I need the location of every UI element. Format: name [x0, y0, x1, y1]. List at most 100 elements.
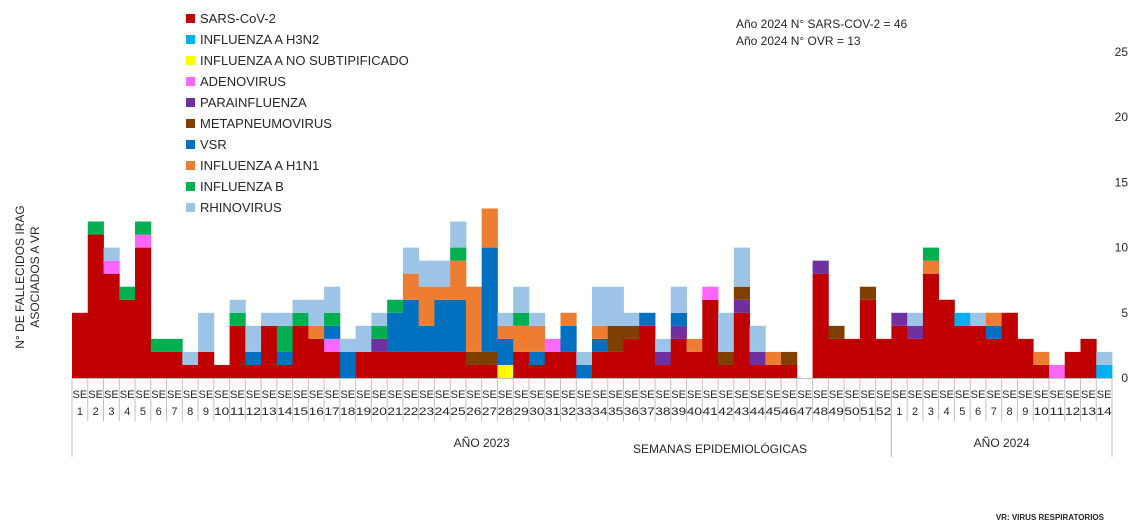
bar-segment-influenza-a-h1n1 [765, 351, 782, 365]
x-tick-prefix: SE [514, 389, 529, 401]
bar-segment-metapneumovirus [828, 325, 845, 339]
x-tick-prefix: SE [293, 389, 308, 401]
bar-segment-influenza-b [276, 325, 294, 352]
x-tick-prefix: SE [356, 389, 371, 401]
x-tick-label: 2 [912, 406, 918, 418]
x-tick-label: 15 [293, 406, 308, 418]
x-tick-label: 6 [156, 406, 162, 418]
x-tick-label: 48 [813, 406, 828, 418]
bar-segment-rhinovirus [402, 247, 420, 274]
x-tick-prefix: SE [923, 389, 938, 401]
x-tick-prefix: SE [860, 389, 875, 401]
bar-segment-sars-cov-2 [182, 364, 199, 378]
bar-segment-vsr [339, 351, 357, 378]
bar-segment-influenza-a-h3n2 [1096, 364, 1113, 378]
x-tick-prefix: SE [703, 389, 718, 401]
bar-segment-vsr [497, 338, 514, 365]
bar-segment-influenza-a-h1n1 [481, 208, 498, 248]
bar-segment-rhinovirus [513, 286, 530, 313]
x-tick-prefix: SE [230, 389, 245, 401]
x-tick-label: 12 [246, 406, 261, 418]
bar-segment-rhinovirus [718, 312, 735, 352]
x-tick-label: 25 [450, 406, 465, 418]
x-tick-prefix: SE [545, 389, 560, 401]
bar-segment-influenza-a-h1n1 [686, 338, 703, 352]
x-tick-prefix: SE [199, 389, 214, 401]
bar-segment-sars-cov-2 [308, 338, 325, 378]
x-tick-label: 23 [419, 406, 434, 418]
x-tick-prefix: SE [403, 389, 418, 401]
bar-segment-parainfluenza [907, 325, 924, 339]
x-tick-label: 7 [171, 406, 177, 418]
legend-swatch [186, 35, 195, 44]
x-tick-prefix: SE [971, 389, 986, 401]
bar-segment-rhinovirus [497, 312, 514, 326]
bar-segment-sars-cov-2 [166, 351, 183, 378]
bar-segment-influenza-b [371, 325, 388, 339]
bar-segment-sars-cov-2 [1001, 312, 1018, 378]
x-tick-label: 10 [214, 406, 229, 418]
annotation-ovr: Año 2024 N° OVR = 13 [736, 34, 861, 48]
bar-segment-sars-cov-2 [292, 325, 309, 378]
legend-label: INFLUENZA A H3N2 [200, 32, 320, 47]
bar-segment-sars-cov-2 [718, 364, 735, 378]
x-tick-prefix: SE [766, 389, 781, 401]
bar-segment-adenovirus [702, 286, 719, 300]
x-tick-prefix: SE [813, 389, 828, 401]
x-tick-prefix: SE [262, 389, 277, 401]
y-tick-label: 0 [1121, 371, 1128, 385]
bar-segment-sars-cov-2 [402, 351, 420, 378]
x-tick-prefix: SE [183, 389, 198, 401]
x-tick-prefix: SE [640, 389, 655, 401]
x-tick-prefix: SE [1034, 389, 1049, 401]
bar-segment-influenza-b [387, 299, 404, 313]
x-tick-label: 3 [928, 406, 934, 418]
bar-segment-vsr [560, 325, 577, 352]
x-tick-label: 18 [340, 406, 355, 418]
bar-segment-sars-cov-2 [544, 351, 561, 378]
legend-label: METAPNEUMOVIRUS [200, 116, 332, 131]
bar-segment-sars-cov-2 [655, 364, 672, 378]
bar-segment-sars-cov-2 [213, 364, 230, 378]
y-axis: 0 5 10 15 20 25 [1115, 45, 1129, 385]
x-tick-label: 4 [943, 406, 949, 418]
bar-segment-influenza-a-h1n1 [308, 325, 325, 339]
bar-segment-sars-cov-2 [119, 299, 136, 378]
bar-segment-rhinovirus [592, 286, 609, 326]
x-tick-label: 3 [108, 406, 114, 418]
bar-segment-influenza-b [166, 338, 183, 352]
bar-segment-metapneumovirus [607, 325, 624, 352]
bar-segment-influenza-b [87, 221, 104, 235]
bar-segment-sars-cov-2 [812, 273, 829, 378]
bar-segment-sars-cov-2 [1033, 364, 1050, 378]
bar-segment-sars-cov-2 [513, 351, 530, 378]
bar-segment-rhinovirus [308, 299, 325, 326]
bar-segment-influenza-a-h1n1 [528, 325, 546, 352]
bar-segment-rhinovirus [970, 312, 987, 326]
x-tick-prefix: SE [593, 389, 608, 401]
legend-label: SARS-CoV-2 [200, 11, 276, 26]
y-tick-label: 25 [1115, 45, 1129, 59]
x-tick-label: 50 [844, 406, 859, 418]
x-axis: SE1SE2SE3SE4SE5SE6SE7SE8SE9SE10SE11SE12S… [71, 378, 1113, 457]
bar-segment-influenza-a-h3n2 [954, 312, 971, 326]
bar-segment-sars-cov-2 [87, 234, 104, 378]
group-label: AÑO 2023 [454, 436, 510, 450]
x-tick-label: 7 [991, 406, 997, 418]
y-tick-label: 10 [1115, 241, 1129, 255]
x-tick-prefix: SE [1097, 389, 1112, 401]
bar-segment-rhinovirus [182, 351, 199, 365]
x-tick-label: 45 [766, 406, 781, 418]
x-tick-label: 31 [545, 406, 560, 418]
bar-segment-influenza-a-h1n1 [922, 260, 940, 274]
x-tick-prefix: SE [1065, 389, 1080, 401]
bar-segment-influenza-a-h1n1 [497, 325, 514, 339]
x-tick-label: 22 [403, 406, 418, 418]
x-tick-label: 9 [203, 406, 209, 418]
bar-segment-influenza-b [229, 312, 246, 326]
x-tick-prefix: SE [687, 389, 702, 401]
bar-segment-influenza-a-h1n1 [592, 325, 609, 339]
x-tick-prefix: SE [372, 389, 387, 401]
x-tick-label: 5 [140, 406, 146, 418]
x-tick-label: 6 [975, 406, 981, 418]
